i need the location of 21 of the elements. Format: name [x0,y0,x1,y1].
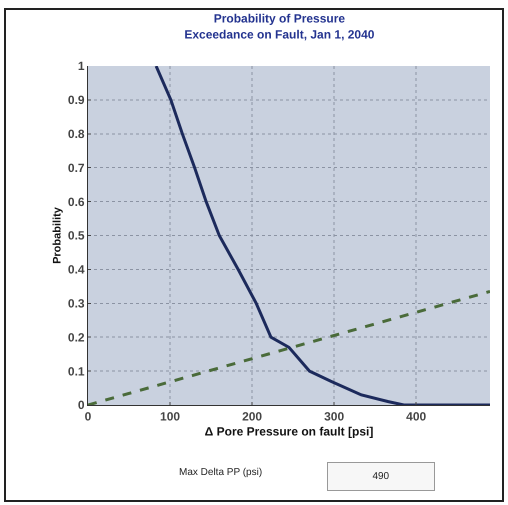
y-axis-title: Probability [52,206,64,264]
y-tick-label: 0.3 [68,296,85,310]
chart-title: Probability of Pressure Exceedance on Fault, Jan 1, 2040 [184,12,375,42]
y-tick-label: 0 [78,398,85,412]
y-tick-label: 0.4 [68,262,85,277]
line-series [154,66,490,405]
x-tick-label: 400 [406,409,426,424]
y-tick-label: 0.8 [68,127,85,141]
x-tick-label: 100 [160,409,180,424]
y-tick-label: 0.9 [68,93,85,108]
x-tick-label: 300 [324,409,344,424]
y-tick-label: 0.1 [68,364,85,378]
x-axis-title: Δ Pore Pressure on fault [psi] [204,424,374,438]
text: Max Delta PP (psi) [179,467,262,478]
y-tick-label: 1 [78,59,85,74]
y-tick-label: 0.6 [68,194,85,209]
y-tick-label: 0.2 [68,330,85,344]
y-tick-label: 0.5 [68,228,85,243]
y-tick-label: 0.7 [68,160,85,175]
x-tick-label: 200 [242,409,262,424]
text: 490 [372,471,390,482]
